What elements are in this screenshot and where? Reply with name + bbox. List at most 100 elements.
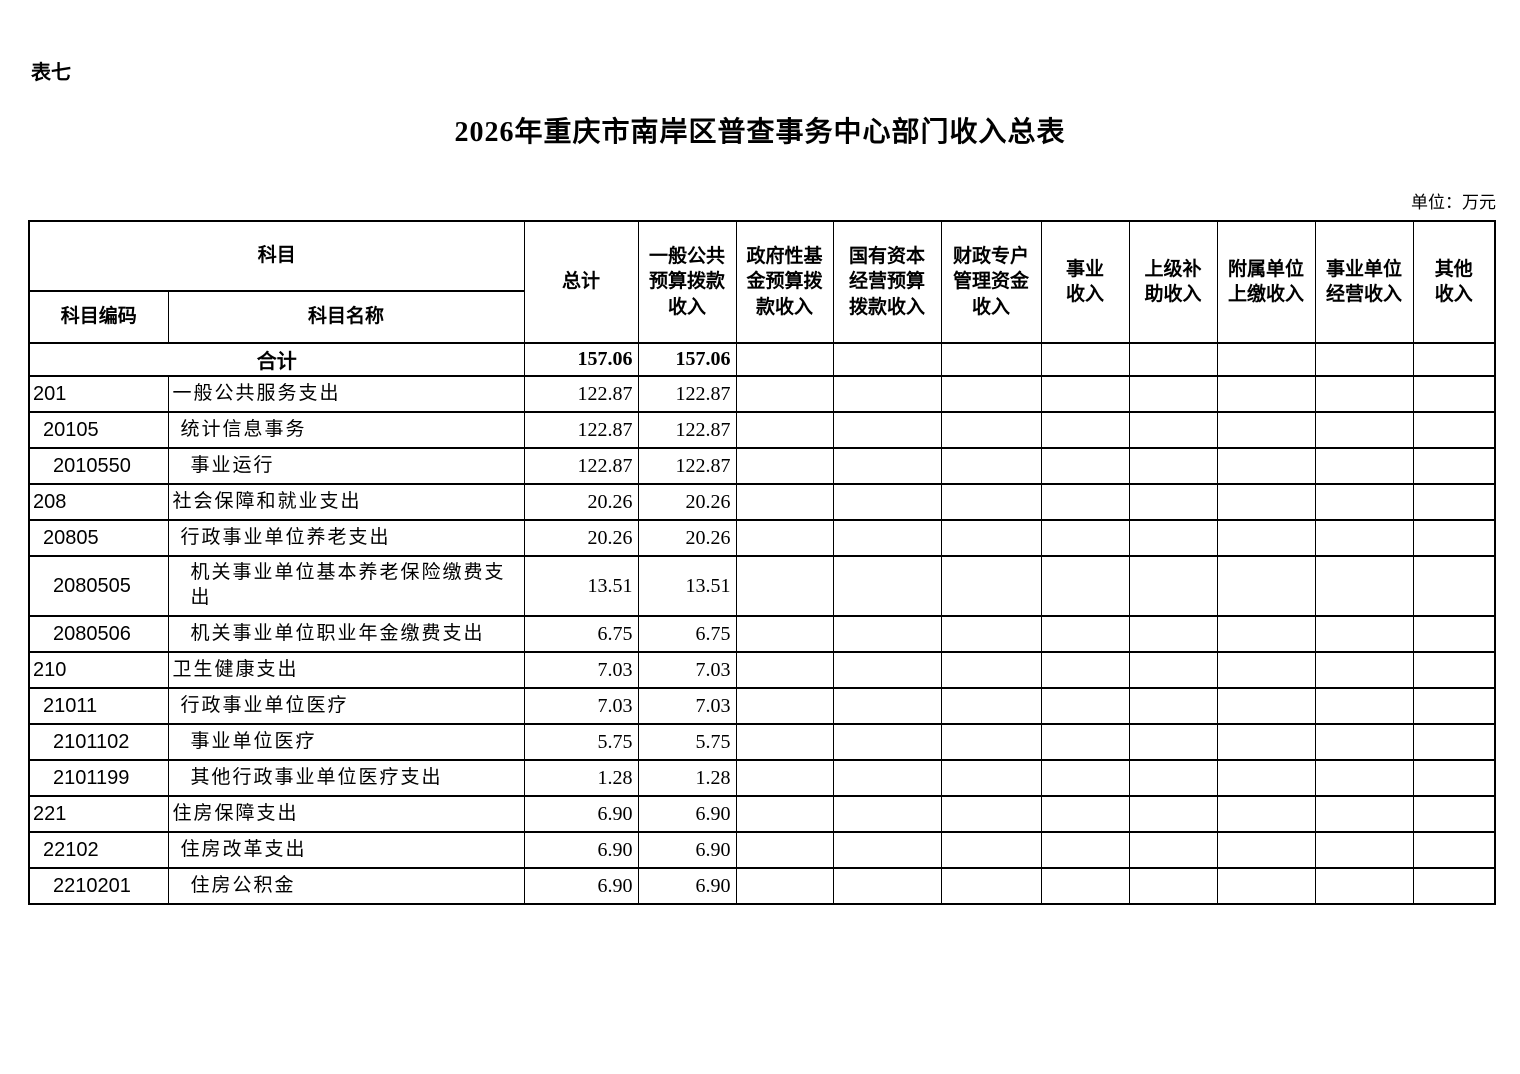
empty-cell [940, 447, 1042, 485]
empty-cell [1216, 867, 1316, 905]
header-row-1: 科目 总计 一般公共 预算拨款 收入 政府性基 金预算拨 款收入 国有资本 经营… [28, 220, 1496, 344]
empty-cell [1314, 687, 1414, 725]
empty-cell [1040, 519, 1130, 557]
empty-cell [940, 831, 1042, 869]
subject-code: 2080505 [28, 555, 169, 617]
empty-cell [1412, 555, 1496, 617]
subject-name: 住房公积金 [167, 867, 525, 905]
total-value: 7.03 [523, 651, 639, 689]
subject-name: 机关事业单位职业年金缴费支出 [167, 615, 525, 653]
empty-cell [1216, 651, 1316, 689]
header-row-2: 科目编码 科目名称 [28, 290, 1495, 344]
table-row: 22102 住房改革支出 6.90 6.90 [28, 831, 1496, 869]
table-row: 2080505 机关事业单位基本养老保险缴费支出 13.51 13.51 [28, 555, 1496, 617]
total-value: 122.87 [523, 375, 639, 413]
empty-cell [1128, 483, 1218, 521]
general-budget-value: 7.03 [637, 651, 737, 689]
empty-cell [1412, 411, 1496, 449]
empty-cell [940, 411, 1042, 449]
subject-code: 210 [28, 651, 169, 689]
subject-name: 行政事业单位医疗 [167, 687, 525, 725]
empty-cell [1314, 555, 1414, 617]
empty-cell [832, 759, 942, 797]
empty-cell [940, 615, 1042, 653]
subject-name: 统计信息事务 [167, 411, 525, 449]
document-title: 2026年重庆市南岸区普查事务中心部门收入总表 [454, 117, 1066, 148]
table-number-label: 表七 [31, 60, 71, 84]
subject-name: 事业运行 [167, 447, 525, 485]
empty-cell [1040, 867, 1130, 905]
subject-code: 201 [28, 375, 169, 413]
header-col-other-income: 其他 收入 [1412, 220, 1496, 344]
subject-code: 221 [28, 795, 169, 833]
empty-cell [1128, 615, 1218, 653]
table-row: 221 住房保障支出 6.90 6.90 [28, 795, 1496, 833]
general-budget-value: 122.87 [637, 447, 737, 485]
total-value: 122.87 [523, 411, 639, 449]
empty-cell [1412, 759, 1496, 797]
subject-name: 卫生健康支出 [167, 651, 525, 689]
total-value: 7.03 [523, 687, 639, 725]
empty-cell [1412, 831, 1496, 869]
empty-cell [1040, 795, 1130, 833]
empty-cell [1314, 411, 1414, 449]
empty-cell [1314, 519, 1414, 557]
empty-cell [1128, 411, 1218, 449]
empty-cell [735, 555, 834, 617]
empty-cell [940, 555, 1042, 617]
empty-cell [1314, 795, 1414, 833]
empty-cell [1314, 447, 1414, 485]
subject-code: 2101199 [28, 759, 169, 797]
table-row: 21011 行政事业单位医疗 7.03 7.03 [28, 687, 1496, 725]
general-budget-value: 122.87 [637, 375, 737, 413]
empty-cell [1216, 447, 1316, 485]
empty-cell [1040, 483, 1130, 521]
empty-cell [1040, 651, 1130, 689]
subject-name: 机关事业单位基本养老保险缴费支出 [167, 555, 525, 617]
empty-cell [735, 867, 834, 905]
empty-cell [1314, 483, 1414, 521]
empty-cell [1216, 342, 1316, 377]
empty-cell [1412, 687, 1496, 725]
subject-code: 20805 [28, 519, 169, 557]
total-row: 合计 157.06 157.06 [28, 342, 1496, 377]
empty-cell [1412, 375, 1496, 413]
empty-cell [1216, 519, 1316, 557]
empty-cell [1040, 615, 1130, 653]
empty-cell [832, 375, 942, 413]
empty-cell [735, 483, 834, 521]
empty-cell [832, 411, 942, 449]
header-col-total: 总计 [523, 220, 639, 344]
empty-cell [1216, 483, 1316, 521]
subject-name: 住房保障支出 [167, 795, 525, 833]
total-value: 5.75 [523, 723, 639, 761]
table-row: 2101199 其他行政事业单位医疗支出 1.28 1.28 [28, 759, 1496, 797]
empty-cell [1216, 687, 1316, 725]
header-subject: 科目 [28, 220, 525, 292]
table-row: 2210201 住房公积金 6.90 6.90 [28, 867, 1496, 905]
total-value: 1.28 [523, 759, 639, 797]
table-row: 210 卫生健康支出 7.03 7.03 [28, 651, 1496, 689]
total-row-general-budget-value: 157.06 [637, 342, 737, 377]
unit-note: 单位：万元 [1411, 193, 1496, 213]
empty-cell [940, 342, 1042, 377]
total-value: 6.90 [523, 867, 639, 905]
empty-cell [1040, 723, 1130, 761]
subject-name: 事业单位医疗 [167, 723, 525, 761]
empty-cell [940, 483, 1042, 521]
empty-cell [832, 795, 942, 833]
empty-cell [832, 723, 942, 761]
header-col-general-public-budget: 一般公共 预算拨款 收入 [637, 220, 737, 344]
empty-cell [1128, 831, 1218, 869]
subject-name: 住房改革支出 [167, 831, 525, 869]
empty-cell [1412, 651, 1496, 689]
empty-cell [832, 483, 942, 521]
empty-cell [832, 342, 942, 377]
empty-cell [940, 687, 1042, 725]
subject-name: 社会保障和就业支出 [167, 483, 525, 521]
empty-cell [1040, 759, 1130, 797]
empty-cell [1412, 795, 1496, 833]
empty-cell [1128, 723, 1218, 761]
empty-cell [1314, 831, 1414, 869]
